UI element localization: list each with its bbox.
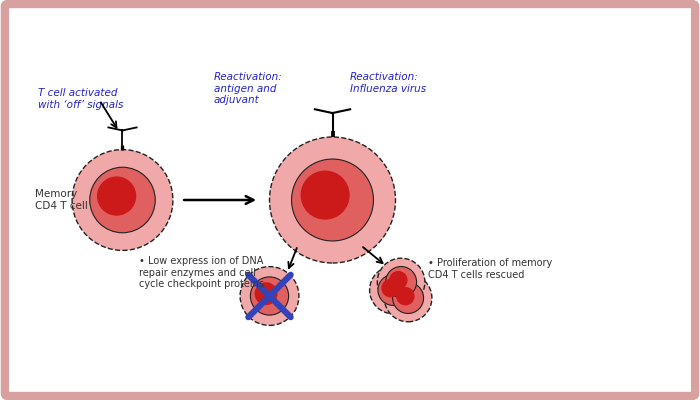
Ellipse shape (389, 271, 407, 290)
Ellipse shape (240, 266, 299, 326)
Text: • Proliferation of memory
CD4 T cells rescued: • Proliferation of memory CD4 T cells re… (428, 258, 553, 280)
Ellipse shape (90, 167, 155, 233)
Ellipse shape (270, 137, 395, 263)
Ellipse shape (300, 170, 350, 220)
Text: Reactivation:
antigen and
adjuvant: Reactivation: antigen and adjuvant (214, 72, 282, 105)
Ellipse shape (393, 282, 424, 314)
Text: • Low express ion of DNA
repair enzymes and cell
cycle checkpoint proteins: • Low express ion of DNA repair enzymes … (139, 256, 264, 289)
Text: T cell activated
with ‘off’ signals: T cell activated with ‘off’ signals (38, 88, 124, 110)
Text: Reactivation:
Influenza virus: Reactivation: Influenza virus (350, 72, 426, 94)
Ellipse shape (97, 176, 136, 216)
Text: Memory
CD4 T cell: Memory CD4 T cell (35, 189, 88, 211)
Ellipse shape (396, 287, 414, 306)
Ellipse shape (255, 282, 277, 305)
Ellipse shape (384, 274, 432, 322)
Ellipse shape (292, 159, 374, 241)
Ellipse shape (377, 258, 425, 306)
Ellipse shape (386, 266, 416, 298)
Ellipse shape (251, 277, 288, 315)
Ellipse shape (378, 274, 409, 306)
Ellipse shape (370, 266, 417, 314)
Ellipse shape (382, 279, 400, 298)
Ellipse shape (72, 150, 173, 250)
